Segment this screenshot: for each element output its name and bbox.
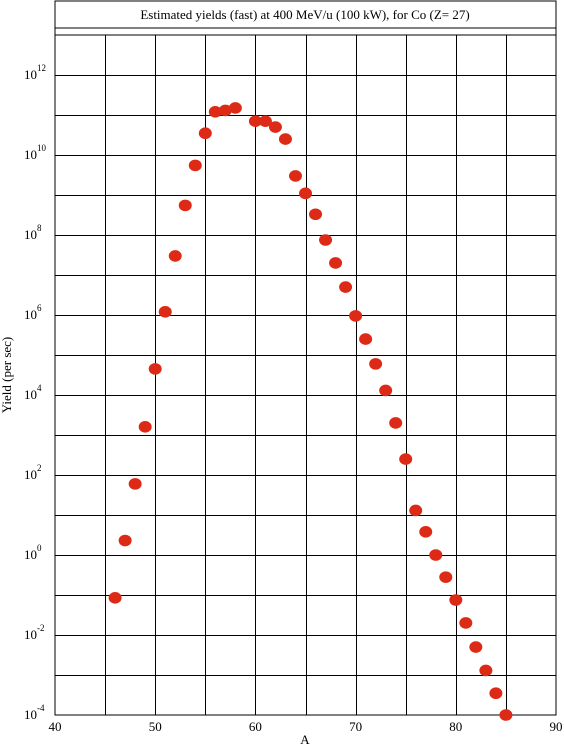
data-point bbox=[369, 358, 383, 370]
data-point bbox=[459, 617, 473, 629]
y-tick-label: 104 bbox=[24, 383, 42, 402]
y-tick-label: 106 bbox=[24, 303, 42, 322]
grid-lines bbox=[55, 35, 556, 715]
data-point bbox=[409, 504, 423, 517]
data-point bbox=[158, 306, 172, 318]
data-point bbox=[288, 170, 302, 182]
data-point bbox=[128, 478, 142, 490]
data-point bbox=[479, 664, 493, 677]
data-point bbox=[218, 104, 232, 117]
y-tick-label: 108 bbox=[24, 223, 42, 242]
x-axis-label: A bbox=[300, 732, 310, 747]
data-point bbox=[359, 333, 373, 345]
data-point bbox=[228, 102, 242, 114]
data-point bbox=[339, 281, 353, 293]
x-tick-labels: 40 50 60 70 80 90 bbox=[49, 719, 563, 734]
data-points bbox=[108, 102, 513, 721]
data-point bbox=[419, 526, 433, 538]
data-point bbox=[248, 115, 262, 127]
data-point bbox=[118, 534, 132, 547]
y-tick-labels: 1012 1010 108 106 104 102 100 10-2 10-4 bbox=[24, 63, 47, 722]
data-point bbox=[449, 594, 463, 606]
x-tick-label: 80 bbox=[449, 719, 462, 734]
y-axis-label: Yield (per sec) bbox=[0, 337, 14, 414]
data-point bbox=[439, 571, 453, 583]
data-point bbox=[278, 133, 292, 145]
data-point bbox=[329, 257, 343, 269]
y-tick-label: 10-4 bbox=[24, 703, 45, 722]
plot-frame bbox=[54, 34, 557, 716]
data-point bbox=[469, 641, 483, 653]
x-tick-label: 40 bbox=[49, 719, 62, 734]
data-point bbox=[268, 121, 282, 133]
data-point bbox=[198, 127, 212, 140]
data-point bbox=[349, 310, 363, 322]
data-point bbox=[168, 250, 182, 262]
data-point bbox=[148, 363, 162, 375]
y-tick-label: 10-2 bbox=[24, 623, 45, 642]
x-tick-label: 60 bbox=[249, 719, 262, 734]
data-point bbox=[429, 549, 443, 561]
title-box bbox=[54, 0, 557, 29]
data-point bbox=[489, 687, 503, 700]
data-point bbox=[108, 592, 122, 604]
data-point bbox=[309, 208, 323, 221]
data-point bbox=[389, 417, 403, 429]
data-point bbox=[188, 159, 202, 172]
chart-title: Estimated yields (fast) at 400 MeV/u (10… bbox=[140, 7, 469, 22]
y-tick-label: 1012 bbox=[24, 63, 46, 82]
x-tick-label: 70 bbox=[349, 719, 362, 734]
y-tick-label: 102 bbox=[24, 463, 42, 482]
data-point bbox=[499, 709, 513, 721]
x-tick-label: 50 bbox=[149, 719, 162, 734]
data-point bbox=[399, 453, 413, 465]
data-point bbox=[379, 384, 393, 397]
data-point bbox=[208, 106, 222, 118]
data-point bbox=[138, 421, 152, 433]
y-tick-label: 1010 bbox=[24, 143, 47, 162]
data-point bbox=[319, 234, 333, 246]
data-point bbox=[299, 187, 312, 200]
data-point bbox=[178, 199, 192, 212]
y-tick-label: 100 bbox=[24, 543, 42, 562]
data-point bbox=[258, 115, 272, 127]
x-tick-label: 90 bbox=[550, 719, 563, 734]
